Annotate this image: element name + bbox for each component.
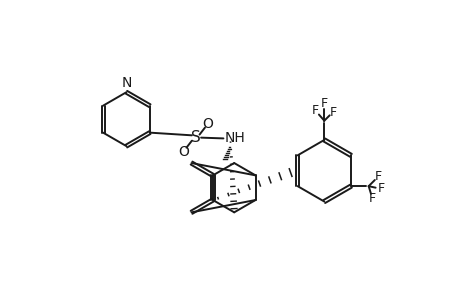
Text: NH: NH [224,131,245,146]
Text: N: N [121,76,131,90]
Text: F: F [329,106,336,119]
Text: S: S [190,130,200,145]
Text: F: F [377,182,384,195]
Text: F: F [311,104,318,117]
Text: F: F [375,169,381,183]
Text: O: O [178,145,188,158]
Text: O: O [202,117,213,131]
Text: F: F [320,97,327,110]
Text: F: F [368,192,375,205]
